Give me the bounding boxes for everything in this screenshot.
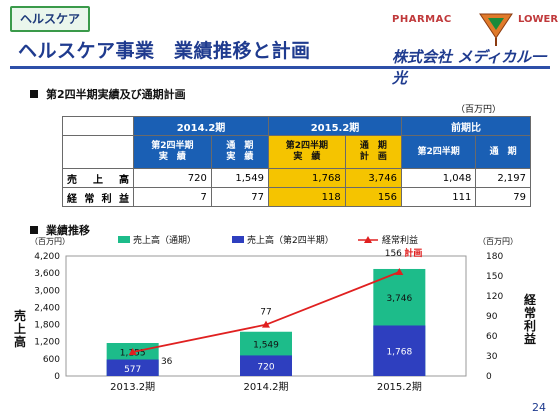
table-cell: 7: [133, 187, 212, 207]
right-axis-title-char: 益: [524, 331, 536, 346]
table-sub-header: 通 期: [475, 135, 531, 169]
left-axis-unit: （百万円）: [30, 237, 70, 246]
table-cell: 1,048: [400, 168, 477, 188]
table-sub-header: 第2四半期: [400, 135, 477, 169]
data-label-q2: 720: [257, 363, 274, 373]
y-left-tick-label: 1,200: [34, 338, 60, 348]
data-label-profit: 156: [385, 249, 402, 259]
table-cell: 1,768: [268, 168, 346, 188]
table-corner: [62, 135, 134, 169]
data-label-q2: 577: [124, 365, 141, 375]
table-cell: 156: [344, 187, 403, 207]
x-tick-label: 2013.2期: [110, 381, 155, 393]
y-right-tick-label: 60: [486, 332, 498, 342]
y-left-tick-label: 3,600: [34, 269, 60, 279]
legend-swatch: [232, 236, 244, 243]
table-group-header: 前期比: [401, 116, 531, 136]
results-table: 2014.2期 2015.2期 前期比 第2四半期 実 績 通 期 実 績 第2…: [62, 116, 531, 207]
y-right-tick-label: 120: [486, 292, 503, 302]
y-left-tick-label: 600: [43, 355, 60, 365]
x-tick-label: 2014.2期: [244, 381, 289, 393]
y-left-tick-label: 1,800: [34, 321, 60, 331]
table-cell: 720: [133, 168, 212, 188]
table-cell: 79: [475, 187, 531, 207]
title-divider: [10, 66, 550, 69]
logo-text-right: LOWER: [518, 14, 559, 25]
y-right-tick-label: 90: [486, 312, 498, 322]
y-left-tick-label: 3,000: [34, 286, 60, 296]
table-row: 売 上 高 720 1,549 1,768 3,746 1,048 2,197: [62, 168, 531, 188]
left-axis-title-char: 売: [14, 308, 26, 323]
legend-label: 売上高（通期）: [133, 234, 196, 246]
section-title-plan: 第2四半期実績及び通期計画: [30, 86, 186, 102]
company-name: 株式会社 メディカル一光: [392, 48, 547, 87]
table-cell: 2,197: [475, 168, 531, 188]
y-right-tick-label: 0: [486, 372, 492, 382]
profit-marker: [262, 320, 270, 328]
data-label-q2: 1,768: [386, 348, 412, 358]
profit-marker: [128, 348, 137, 355]
legend-label: 売上高（第2四半期）: [247, 234, 334, 246]
table-cell: 1,549: [210, 168, 270, 188]
table-row: 経 常 利 益 7 77 118 156 111 79: [62, 187, 531, 207]
table-corner: [62, 116, 134, 136]
table-cell: 118: [268, 187, 346, 207]
row-label: 経 常 利 益: [62, 187, 134, 207]
legend-swatch: [118, 236, 130, 243]
y-left-tick-label: 4,200: [34, 252, 60, 262]
left-axis-title-char: 高: [14, 334, 26, 349]
page-number: 24: [532, 401, 546, 414]
right-axis-title-char: 常: [524, 305, 536, 320]
table-group-header: 2014.2期: [133, 116, 269, 136]
profit-marker: [395, 268, 404, 275]
table-cell: 3,746: [344, 168, 403, 188]
table-sub-header: 通 期 計 画: [344, 135, 403, 169]
y-left-tick-label: 2,400: [34, 303, 60, 313]
data-label-profit: 77: [260, 308, 271, 318]
bar-q2: [240, 355, 292, 376]
bar-q2: [106, 359, 159, 376]
performance-chart: （百万円） （百万円）06001,2001,8002,4003,0003,6004…: [14, 234, 537, 393]
flower-logo-icon: [479, 13, 513, 46]
y-right-tick-label: 180: [486, 252, 503, 262]
section-title-trend: 業績推移: [30, 222, 90, 238]
y-left-tick-label: 0: [54, 372, 60, 382]
data-label-full-year: 1,549: [253, 341, 279, 351]
x-tick-label: 2015.2期: [377, 381, 422, 393]
right-axis-unit: （百万円）: [478, 237, 518, 246]
y-right-tick-label: 150: [486, 272, 503, 282]
table-cell: 77: [210, 187, 270, 207]
data-label-full-year: 3,746: [386, 294, 412, 304]
table-cell: 111: [400, 187, 477, 207]
table-sub-header: 第2四半期 実 績: [133, 135, 212, 169]
legend-label: 経常利益: [382, 234, 418, 246]
y-right-tick-label: 30: [486, 352, 498, 362]
table-unit: （百万円）: [456, 105, 502, 115]
row-label: 売 上 高: [62, 168, 134, 188]
page-title: ヘルスケア事業 業績推移と計画: [18, 40, 311, 62]
table-sub-header: 第2四半期 実 績: [268, 135, 346, 169]
right-axis-title-char: 経: [524, 292, 537, 307]
logo-text-left: PHARMAC: [392, 14, 452, 25]
data-label-profit: 36: [161, 357, 173, 367]
legend-marker: [364, 236, 372, 243]
table-sub-header: 通 期 実 績: [210, 135, 270, 169]
left-axis-title-char: 上: [14, 321, 26, 336]
plan-annotation: 計画: [404, 247, 422, 259]
bar-q2: [373, 325, 426, 376]
right-axis-title-char: 利: [524, 318, 536, 333]
table-group-header: 2015.2期: [268, 116, 402, 136]
category-tag: ヘルスケア: [10, 6, 91, 32]
